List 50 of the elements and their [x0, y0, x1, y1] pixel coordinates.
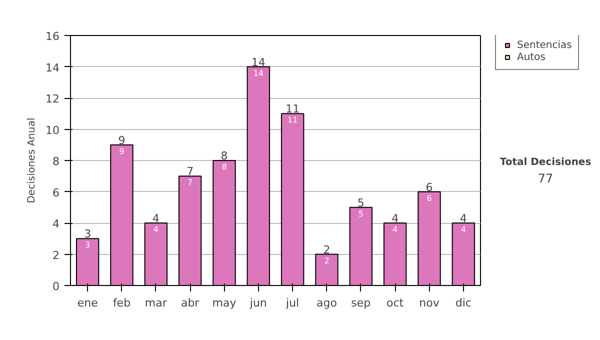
total-label: 8 [220, 150, 228, 162]
total-label: 4 [460, 212, 467, 225]
y-axis-title: Decisiones Anual [26, 118, 38, 204]
data-label: 2 [324, 256, 330, 266]
x-tick-label: ene [77, 296, 98, 310]
x-tick-label: jul [285, 296, 300, 310]
total-label: 7 [186, 165, 194, 178]
y-tick-label: 0 [52, 280, 60, 293]
data-label: 5 [358, 209, 364, 218]
x-tick-label: mar [144, 296, 168, 310]
y-tick-label: 12 [46, 92, 60, 106]
data-label: 8 [222, 162, 227, 172]
total-label: 14 [251, 56, 266, 69]
x-tick-label: sep [351, 296, 371, 310]
x-tick-label: oct [386, 296, 404, 310]
legend-label: Sentencias [517, 39, 572, 51]
data-label: 7 [188, 178, 193, 188]
total-label: 4 [152, 212, 160, 225]
x-tick-label: abr [180, 296, 200, 310]
x-tick-label: ago [316, 296, 338, 310]
y-tick-label: 6 [52, 186, 60, 200]
legend-label: Autos [517, 51, 546, 63]
y-tick-label: 16 [46, 30, 60, 43]
total-label: 9 [118, 134, 126, 147]
data-label: 11 [287, 116, 298, 125]
text: Total Decisiones [500, 156, 592, 168]
total-label: 11 [286, 102, 300, 116]
x-tick-label: dic [455, 296, 472, 310]
data-label: 4 [153, 225, 158, 234]
data-label: 9 [119, 146, 124, 156]
x-tick-label: jun [248, 296, 267, 310]
y-tick-label: 4 [52, 218, 60, 230]
data-label: 6 [426, 194, 432, 203]
y-tick-label: 2 [52, 248, 60, 262]
total-label: 4 [392, 212, 399, 225]
y-tick-label: 8 [52, 155, 60, 168]
data-label: 14 [253, 68, 264, 78]
data-label: 3 [85, 240, 90, 250]
total-label: 6 [426, 180, 433, 194]
x-tick-label: feb [112, 296, 131, 310]
data-label: 4 [392, 225, 398, 234]
data-label: 4 [460, 225, 466, 234]
text: 77 [538, 172, 554, 186]
total-label: 2 [323, 243, 330, 256]
y-tick-label: 10 [46, 124, 60, 137]
x-tick-label: may [212, 296, 237, 310]
y-tick-label: 14 [46, 61, 60, 74]
x-tick-label: nov [419, 296, 440, 310]
total-label: 5 [357, 196, 364, 210]
total-label: 3 [84, 228, 92, 241]
